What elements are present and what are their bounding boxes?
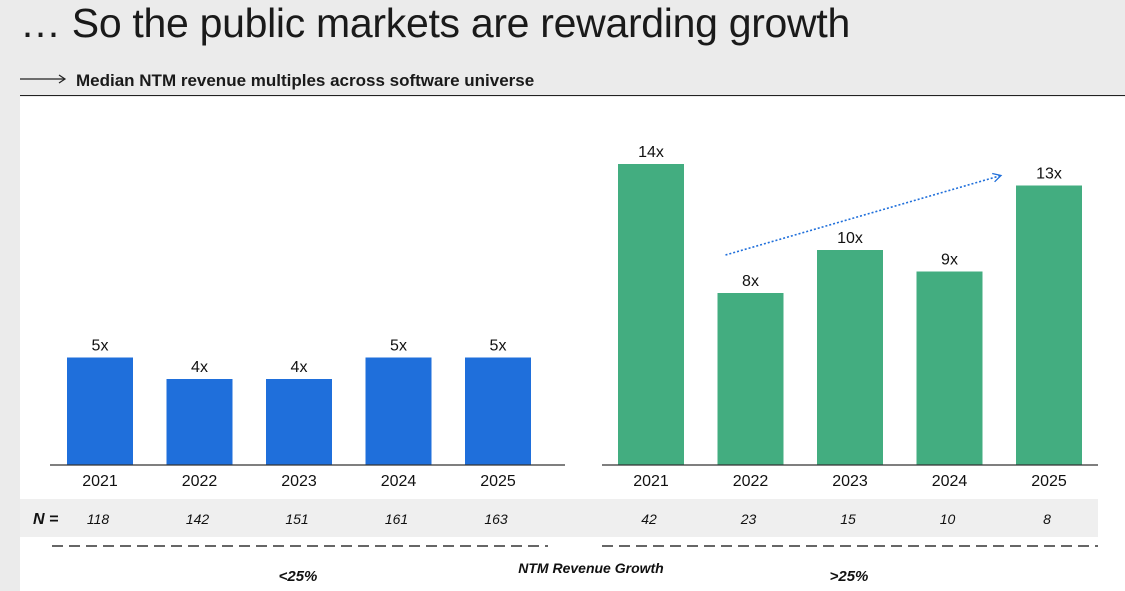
n-value: 118 [87,511,110,527]
x-tick-label: 2021 [82,473,118,490]
n-value: 42 [641,511,657,527]
value-label: 5x [92,338,109,355]
x-tick-label: 2021 [633,473,669,490]
chart-panel: N = 5x 2021 118 4x 2022 142 4x 2023 151 5x 2024 161… [20,97,1125,591]
bar-low-2025 [465,357,531,465]
x-tick-label: 2024 [381,473,417,490]
x-tick-label: 2023 [281,473,317,490]
value-label: 14x [638,144,664,161]
bar-high-2025 [1016,185,1082,465]
value-label: 4x [191,359,208,376]
n-value: 161 [385,511,408,527]
value-label: 5x [390,338,407,355]
group-label-high: >25% [830,568,869,585]
bar-low-2023 [266,379,332,465]
x-tick-label: 2024 [932,473,968,490]
value-label: 8x [742,273,759,290]
trend-arrow-line [725,174,1002,256]
value-label: 13x [1036,166,1062,183]
axis-title: NTM Revenue Growth [518,560,663,576]
n-label: N = [33,511,58,528]
x-tick-label: 2025 [1031,473,1067,490]
subtitle-row: Median NTM revenue multiples across soft… [20,69,1125,93]
n-value: 142 [186,511,210,527]
n-value: 10 [940,511,956,527]
bar-high-2024 [916,271,983,465]
bar-high-2022 [717,293,784,465]
bar-low-2024 [365,357,432,465]
n-value: 23 [740,511,757,527]
page-title: … So the public markets are rewarding gr… [20,0,850,46]
x-tick-label: 2023 [832,473,868,490]
n-value: 15 [840,511,856,527]
bar-low-2022 [166,379,233,465]
chart: N = 5x 2021 118 4x 2022 142 4x 2023 151 5x 2024 161… [20,144,1098,585]
x-tick-label: 2025 [480,473,516,490]
bar-high-2023 [817,250,883,465]
header-rule [20,95,1125,96]
arrow-right-icon [20,74,67,84]
chart-subtitle: Median NTM revenue multiples across soft… [76,71,535,90]
n-row-background [20,499,1098,537]
value-label: 4x [291,359,308,376]
group-label-low: <25% [279,568,318,585]
bar-high-2021 [618,164,684,465]
n-value: 8 [1043,511,1051,527]
x-tick-label: 2022 [733,473,769,490]
n-value: 151 [285,511,308,527]
n-value: 163 [484,511,508,527]
trend-arrow-head-icon [992,172,1003,183]
value-label: 10x [837,230,863,247]
x-tick-label: 2022 [182,473,218,490]
bar-low-2021 [67,357,133,465]
value-label: 9x [941,252,958,269]
value-label: 5x [490,338,507,355]
